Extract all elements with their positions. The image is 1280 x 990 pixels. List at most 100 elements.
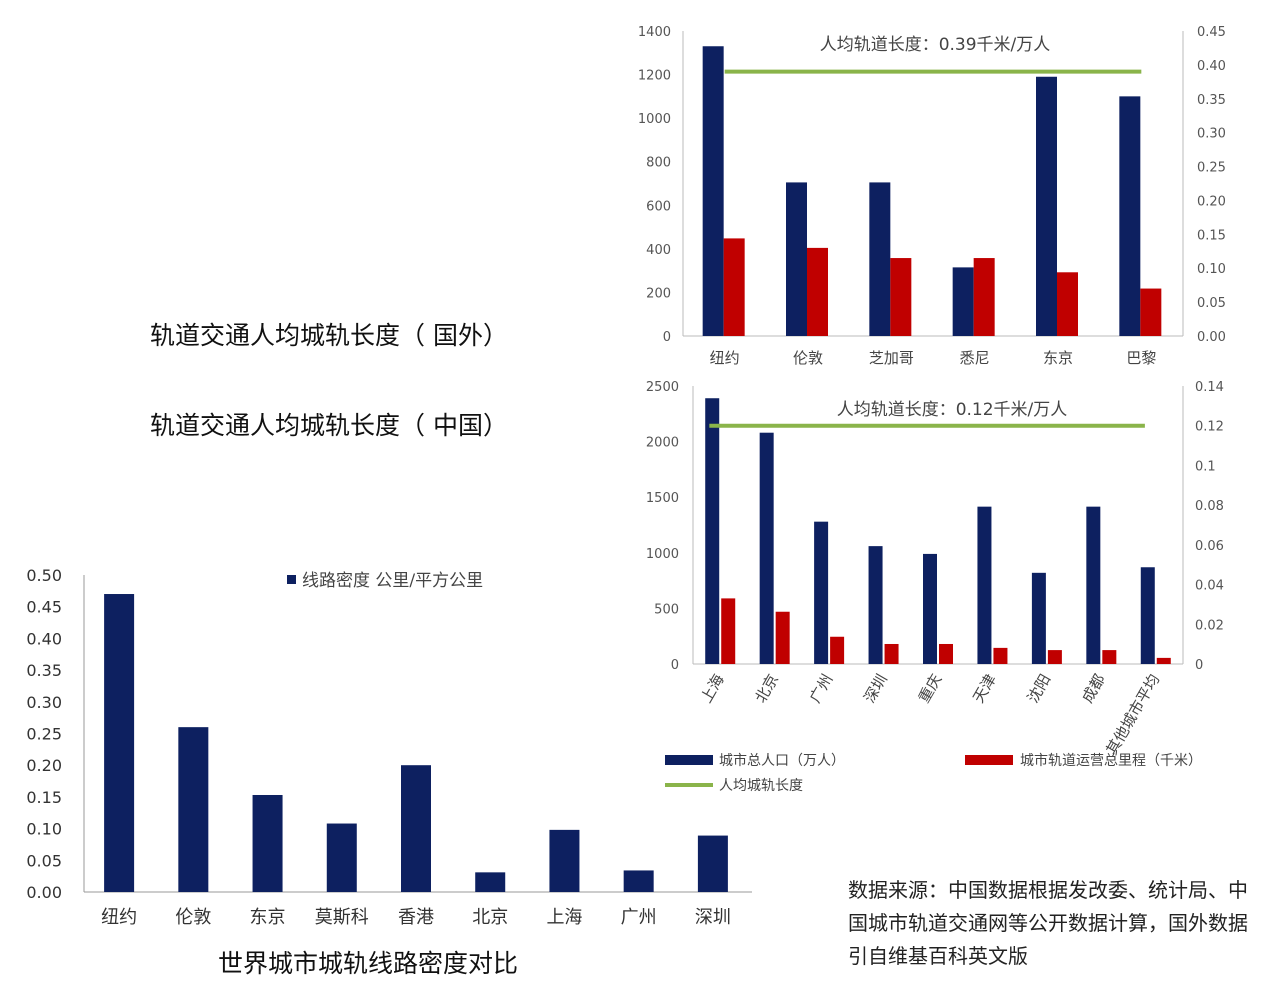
bar-population — [977, 506, 992, 664]
legend-swatch-mileage — [965, 755, 1013, 765]
y2-tick-label: 0.02 — [1195, 618, 1224, 633]
y2-tick-label: 0.25 — [1197, 161, 1226, 176]
bar-density — [104, 594, 135, 892]
label-foreign: 轨道交通人均城轨长度（ 国外） — [150, 321, 508, 350]
annotation: 人均轨道长度：0.39千米/万人 — [820, 35, 1051, 55]
y-tick-label: 200 — [646, 286, 671, 301]
x-tick-label: 伦敦 — [793, 349, 823, 367]
bar-population — [869, 182, 891, 336]
legend-label-population: 城市总人口（万人） — [719, 752, 845, 769]
x-tick-label: 莫斯科 — [315, 907, 369, 928]
legend-label-line: 人均城轨长度 — [719, 778, 803, 794]
bar-mileage — [1140, 288, 1162, 336]
x-tick-label: 伦敦 — [175, 907, 211, 928]
y2-tick-label: 0.30 — [1197, 127, 1226, 142]
y2-tick-label: 0.00 — [1197, 330, 1226, 345]
x-tick-label: 芝加哥 — [869, 349, 914, 367]
bar-mileage — [807, 247, 828, 336]
x-tick-label: 纽约 — [710, 349, 740, 367]
bar-population — [702, 46, 724, 336]
x-tick-label: 广州 — [621, 907, 657, 928]
bar-mileage — [973, 258, 995, 336]
y-tick-label: 0.20 — [26, 756, 62, 775]
bar-density — [401, 765, 431, 892]
y-tick-label: 500 — [654, 602, 679, 617]
bar-population — [1119, 96, 1141, 336]
bar-mileage — [993, 647, 1008, 664]
y2-tick-label: 0.1 — [1195, 459, 1216, 474]
bar-density — [697, 835, 728, 892]
y-tick-label: 0.10 — [26, 820, 62, 839]
bar-mileage — [723, 238, 745, 336]
y2-tick-label: 0.14 — [1195, 380, 1224, 395]
legend-label-mileage: 城市轨道运营总里程（千米） — [1020, 752, 1202, 769]
y-tick-label: 1000 — [638, 112, 671, 127]
bar-population — [705, 398, 720, 664]
bar-population — [952, 267, 974, 336]
bar-density — [623, 870, 654, 892]
bar-mileage — [890, 258, 912, 336]
y2-tick-label: 0.40 — [1197, 59, 1226, 74]
y2-tick-label: 0.05 — [1197, 296, 1226, 311]
y-tick-label: 2500 — [646, 380, 679, 395]
bar-population — [1031, 572, 1046, 664]
bar-mileage — [1057, 272, 1078, 336]
y2-tick-label: 0.06 — [1195, 539, 1224, 554]
y-tick-label: 0.30 — [26, 693, 62, 712]
y-tick-label: 1500 — [646, 491, 679, 506]
y-tick-label: 2000 — [646, 436, 679, 451]
bar-mileage — [1047, 650, 1062, 664]
bar-mileage — [721, 598, 736, 664]
y-tick-label: 0.00 — [26, 883, 62, 902]
y2-tick-label: 0.04 — [1195, 579, 1224, 594]
bar-density — [178, 727, 209, 892]
y-tick-label: 0.50 — [26, 566, 62, 585]
y2-tick-label: 0.45 — [1197, 25, 1226, 40]
x-tick-label: 深圳 — [695, 907, 731, 928]
bar-population — [1036, 76, 1057, 336]
y-tick-label: 0 — [663, 330, 671, 345]
bar-population — [923, 553, 937, 664]
y2-tick-label: 0.35 — [1197, 93, 1226, 108]
chart-density-title: 世界城市城轨线路密度对比 — [218, 949, 519, 978]
bar-density — [326, 823, 357, 892]
legend-swatch-density — [287, 575, 296, 584]
source-note: 数据来源：中国数据根据发改委、统计局、中国城市轨道交通网等公开数据计算，国外数据… — [848, 878, 1248, 968]
y-tick-label: 0.05 — [26, 851, 62, 870]
bar-population — [786, 182, 807, 336]
y-tick-label: 1000 — [646, 547, 679, 562]
bar-mileage — [775, 611, 790, 664]
bar-mileage — [830, 636, 845, 664]
bar-density — [549, 829, 580, 892]
y2-tick-label: 0.10 — [1197, 262, 1226, 277]
y-tick-label: 0.40 — [26, 629, 62, 648]
bar-population — [1086, 506, 1101, 664]
x-tick-label: 巴黎 — [1126, 349, 1156, 367]
bar-population — [814, 521, 829, 664]
x-tick-label: 北京 — [472, 907, 508, 928]
legend-label-density: 线路密度 公里/平方公里 — [302, 571, 483, 591]
bar-mileage — [939, 643, 953, 664]
y2-tick-label: 0.15 — [1197, 228, 1226, 243]
bar-population — [868, 546, 883, 664]
y-tick-label: 0.45 — [26, 598, 62, 617]
y2-tick-label: 0.08 — [1195, 499, 1224, 514]
y-tick-label: 0.25 — [26, 725, 62, 744]
y2-tick-label: 0 — [1195, 658, 1203, 673]
y-tick-label: 400 — [646, 243, 671, 258]
y2-tick-label: 0.12 — [1195, 420, 1224, 435]
bar-density — [252, 794, 283, 892]
x-tick-label: 香港 — [398, 907, 434, 928]
bar-population — [1140, 567, 1155, 664]
y-tick-label: 600 — [646, 199, 671, 214]
y-tick-label: 0 — [671, 658, 679, 673]
x-tick-label: 东京 — [250, 907, 286, 928]
x-tick-label: 悉尼 — [960, 349, 990, 367]
x-tick-label: 东京 — [1043, 349, 1073, 367]
x-tick-label: 上海 — [546, 907, 582, 928]
label-china: 轨道交通人均城轨长度（ 中国） — [150, 411, 508, 440]
bar-population — [759, 432, 774, 664]
